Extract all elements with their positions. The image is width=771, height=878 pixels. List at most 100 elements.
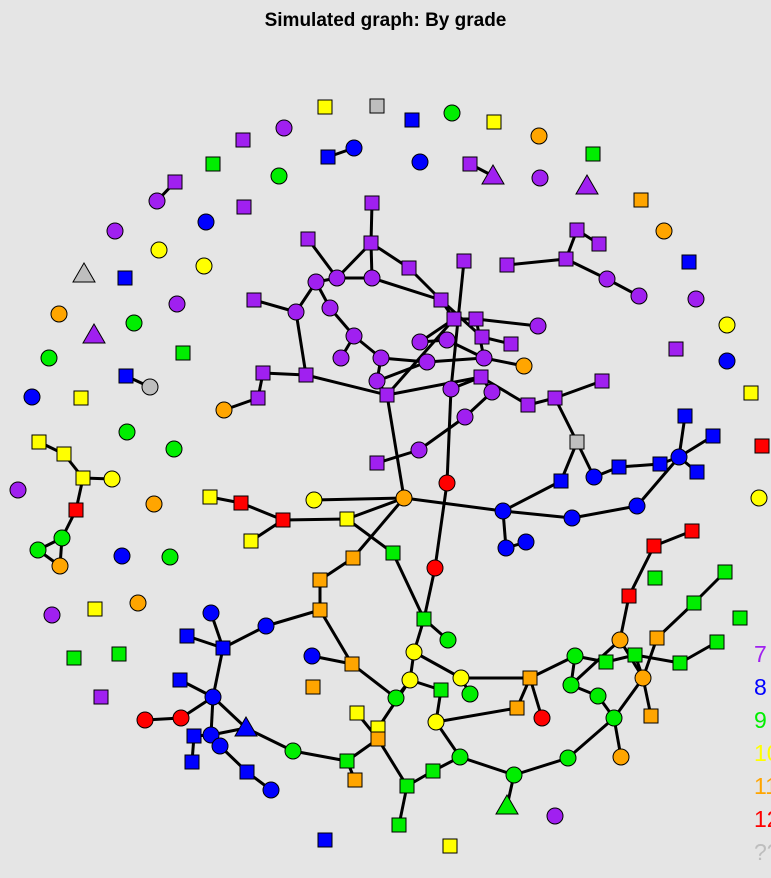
graph-node (562, 676, 580, 694)
graph-node (87, 601, 103, 617)
graph-node (575, 174, 599, 195)
graph-node (300, 231, 316, 247)
graph-node (456, 408, 474, 426)
graph-node (611, 459, 627, 475)
graph-edge (376, 360, 428, 383)
graph-node (425, 763, 441, 779)
graph-node (462, 156, 478, 172)
graph-node (505, 766, 523, 784)
graph-node (363, 269, 381, 287)
graph-node (53, 529, 71, 547)
graph-node (257, 617, 275, 635)
graph-node (321, 299, 339, 317)
graph-node (239, 764, 255, 780)
graph-node (234, 716, 258, 737)
graph-node (558, 251, 574, 267)
legend-item-7: 7 (754, 641, 767, 667)
graph-node (385, 545, 401, 561)
graph-node (344, 656, 360, 672)
graph-node (9, 481, 27, 499)
graph-node (345, 139, 363, 157)
graph-node (681, 254, 697, 270)
graph-node (66, 650, 82, 666)
graph-node (136, 711, 154, 729)
graph-edge (567, 716, 615, 760)
graph-node (236, 199, 252, 215)
graph-node (364, 195, 380, 211)
graph-edge (554, 379, 603, 400)
graph-node (530, 127, 548, 145)
graph-node (732, 610, 748, 626)
graph-node (474, 329, 490, 345)
graph-node (628, 497, 646, 515)
graph-node (233, 495, 249, 511)
graph-node (594, 373, 610, 389)
graph-node (202, 604, 220, 622)
graph-edge (385, 394, 406, 499)
graph-node (129, 594, 147, 612)
graph-node (141, 378, 159, 396)
graph-node (621, 588, 637, 604)
legend-item-11: 11 (754, 773, 771, 799)
graph-node (495, 794, 519, 815)
graph-node (75, 470, 91, 486)
graph-edge (282, 517, 348, 522)
graph-node (743, 385, 759, 401)
graph-node (401, 260, 417, 276)
graph-node (497, 539, 515, 557)
graph-node (328, 269, 346, 287)
graph-node (684, 523, 700, 539)
graph-node (643, 708, 659, 724)
graph-node (43, 606, 61, 624)
graph-node (652, 456, 668, 472)
graph-node (483, 383, 501, 401)
graph-node (202, 489, 218, 505)
graph-edge (346, 496, 405, 521)
graph-node (566, 647, 584, 665)
graph-node (439, 631, 457, 649)
graph-node (401, 671, 419, 689)
graph-edge (502, 479, 562, 513)
graph-node (117, 270, 133, 286)
graph-edge (318, 609, 354, 665)
graph-node (118, 423, 136, 441)
graph-node (68, 502, 84, 518)
graph-node (215, 401, 233, 419)
graph-node (522, 670, 538, 686)
graph-node (40, 349, 58, 367)
graph-node (569, 434, 585, 450)
graph-edge (513, 756, 569, 777)
legend-item-10: 10 (754, 740, 771, 766)
graph-node (709, 634, 725, 650)
legend-item-unknown: ?? (754, 839, 771, 865)
graph-node (111, 646, 127, 662)
graph-node (262, 781, 280, 799)
graph-node (494, 502, 512, 520)
graph-edge (480, 375, 529, 407)
graph-node (399, 778, 415, 794)
graph-node (215, 640, 231, 656)
graph-node (345, 327, 363, 345)
graph-node (202, 726, 220, 744)
graph-node (529, 317, 547, 335)
graph-node (175, 345, 191, 361)
graph-node (468, 311, 484, 327)
graph-node (442, 838, 458, 854)
graph-node (320, 149, 336, 165)
graph-node (307, 273, 325, 291)
graph-edge (391, 552, 426, 620)
graph-node (433, 292, 449, 308)
graph-node (369, 455, 385, 471)
graph-node (563, 509, 581, 527)
graph-node (442, 380, 460, 398)
graph-node (179, 628, 195, 644)
graph-node (172, 672, 188, 688)
graph-edge (265, 608, 321, 628)
graph-edge (569, 638, 622, 687)
graph-edge (418, 415, 466, 452)
graph-node (520, 397, 536, 413)
graph-node (93, 689, 109, 705)
graph-edge (627, 545, 656, 597)
graph-node (451, 748, 469, 766)
